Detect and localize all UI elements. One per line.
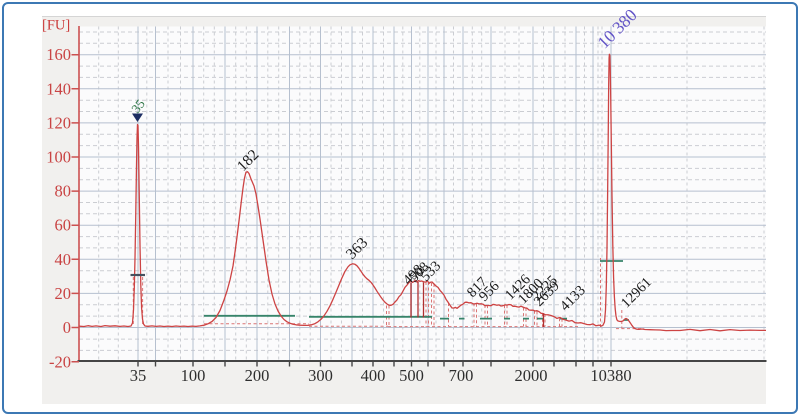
svg-text:300: 300 [308, 366, 333, 385]
svg-text:40: 40 [55, 250, 72, 269]
svg-text:20: 20 [55, 284, 72, 303]
svg-text:140: 140 [46, 79, 71, 98]
svg-text:400: 400 [361, 366, 386, 385]
svg-text:500: 500 [399, 366, 424, 385]
svg-text:10380: 10380 [590, 366, 631, 385]
svg-text:[FU]: [FU] [42, 18, 70, 34]
svg-text:200: 200 [245, 366, 270, 385]
svg-text:2000: 2000 [515, 366, 548, 385]
svg-text:60: 60 [55, 216, 72, 235]
svg-text:35: 35 [130, 366, 147, 385]
svg-text:160: 160 [46, 45, 71, 64]
svg-text:0: 0 [63, 318, 71, 337]
svg-text:100: 100 [46, 148, 71, 167]
svg-text:100: 100 [181, 366, 206, 385]
svg-text:80: 80 [55, 182, 72, 201]
svg-text:120: 120 [46, 113, 71, 132]
svg-text:700: 700 [449, 366, 474, 385]
svg-text:-20: -20 [49, 352, 71, 371]
